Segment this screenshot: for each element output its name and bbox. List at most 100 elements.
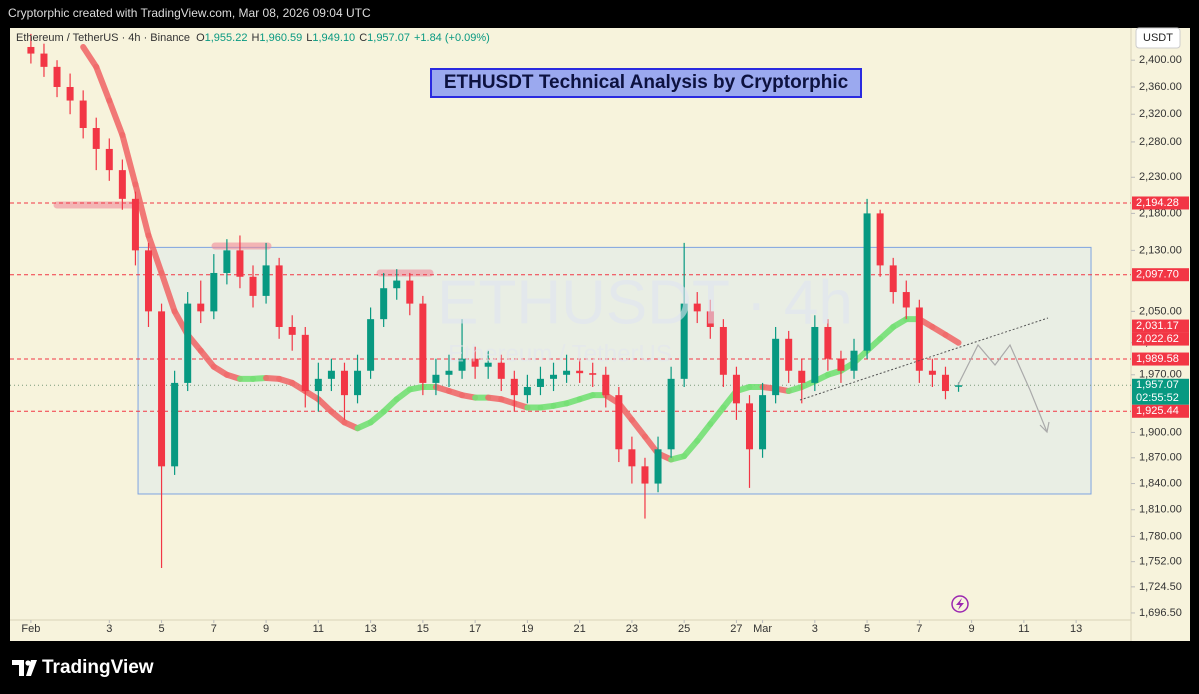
price-label-box	[1132, 196, 1189, 210]
candle-body	[628, 449, 636, 467]
alert-bolt	[956, 598, 964, 610]
x-tick-label: 13	[1070, 623, 1082, 635]
candle-body	[615, 395, 623, 450]
candle-body	[536, 378, 544, 387]
candle-body	[589, 373, 597, 375]
price-label: 1,989.58	[1136, 353, 1179, 365]
y-tick-label: 2,230.00	[1139, 171, 1182, 183]
candle-body	[66, 86, 74, 101]
candle-body	[53, 66, 61, 87]
candle-body	[171, 382, 179, 467]
y-tick-label: 2,050.00	[1139, 305, 1182, 317]
ma-segment	[158, 269, 178, 315]
x-tick-label: 17	[469, 623, 481, 635]
candle-body	[105, 148, 113, 171]
candle-body	[772, 338, 780, 396]
candle-body	[380, 288, 388, 320]
alert-icon[interactable]	[951, 595, 969, 613]
candle-body	[236, 250, 244, 277]
tv-logo	[12, 660, 37, 676]
footer-brand: TradingView	[42, 657, 154, 678]
candle-body	[184, 303, 192, 383]
price-label: 1,925.44	[1136, 405, 1179, 417]
candle-body	[732, 374, 740, 404]
currency: USDT	[1143, 32, 1173, 44]
candle-body	[785, 338, 793, 371]
candle-body	[928, 370, 936, 375]
price-label-box	[1132, 319, 1189, 333]
x-tick-label: 25	[678, 623, 690, 635]
logo-t	[12, 660, 24, 676]
candle-body	[824, 326, 832, 359]
ma-segment	[106, 97, 126, 138]
y-tick-label: 2,280.00	[1139, 136, 1182, 148]
change: +1.84 (+0.09%)	[414, 32, 490, 44]
ohlc-legend: O 1,955.22 H 1,960.59 L 1,949.10 C 1,957.07 +1.8…	[196, 32, 490, 44]
candle-body	[811, 326, 819, 383]
price-label: 2,022.62	[1136, 333, 1179, 345]
candle-body	[432, 374, 440, 383]
y-tick-label: 1,810.00	[1139, 504, 1182, 516]
x-tick-label: 5	[158, 623, 164, 635]
ohlc-value: 1,960.59	[259, 32, 302, 44]
candle-body	[510, 378, 518, 396]
candle-body	[445, 370, 453, 375]
candle-body	[889, 265, 897, 293]
candle-body	[27, 46, 35, 54]
candle-body	[915, 307, 923, 371]
ma-segment	[628, 416, 648, 440]
candle-body	[719, 326, 727, 375]
y-tick-label: 1,696.50	[1139, 607, 1182, 619]
candle-body	[550, 374, 558, 379]
projection-path	[957, 343, 1048, 433]
x-tick-label: 21	[574, 623, 586, 635]
candle-body	[850, 350, 858, 371]
candle-body	[458, 358, 466, 371]
ma-segment	[119, 131, 139, 188]
watermark-sub: Ethereum / TetherUS	[448, 340, 672, 367]
y-tick-label: 1,870.00	[1139, 452, 1182, 464]
y-tick-label: 1,970.00	[1139, 369, 1182, 381]
ohlc-key: H	[251, 32, 259, 44]
candle-body	[863, 213, 871, 351]
ma-segment	[145, 232, 165, 276]
x-tick-label: 13	[364, 623, 376, 635]
candle-body	[197, 303, 205, 312]
x-tick-label: 9	[969, 623, 975, 635]
candle-body	[327, 370, 335, 379]
candle-body	[223, 250, 231, 273]
ohlc-value: 1,949.10	[312, 32, 355, 44]
x-tick-label: 19	[521, 623, 533, 635]
chart-background	[10, 28, 1190, 641]
candle-body	[706, 311, 714, 327]
candle-body	[759, 395, 767, 450]
candle-body	[288, 326, 296, 335]
x-tick-label: Feb	[21, 623, 40, 635]
candle-body	[497, 362, 505, 379]
ma-segment	[681, 437, 701, 460]
price-label-box	[1132, 268, 1189, 282]
price-label-box	[1132, 404, 1189, 418]
ma-segment	[93, 63, 113, 104]
candle-body	[262, 265, 270, 296]
title-box	[430, 68, 862, 98]
y-tick-label: 2,180.00	[1139, 207, 1182, 219]
candle-body	[563, 370, 571, 375]
price-label: 2,097.70	[1136, 269, 1179, 281]
candle-body	[484, 362, 492, 367]
candle-body	[654, 449, 662, 484]
candle-body	[79, 100, 87, 129]
x-tick-label: 11	[313, 623, 324, 635]
candle-body	[667, 378, 675, 450]
candle-body	[131, 198, 139, 251]
x-tick-label: 3	[106, 623, 112, 635]
logo-v	[26, 660, 37, 676]
y-tick-label: 1,900.00	[1139, 426, 1182, 438]
candle-body	[602, 374, 610, 396]
ohlc-value: 1,955.22	[205, 32, 248, 44]
symbol-header: Ethereum / TetherUS · 4h · Binance	[16, 32, 190, 44]
trendline	[799, 317, 1049, 401]
x-tick-label: 7	[211, 623, 217, 635]
x-tick-label: 11	[1018, 623, 1029, 635]
